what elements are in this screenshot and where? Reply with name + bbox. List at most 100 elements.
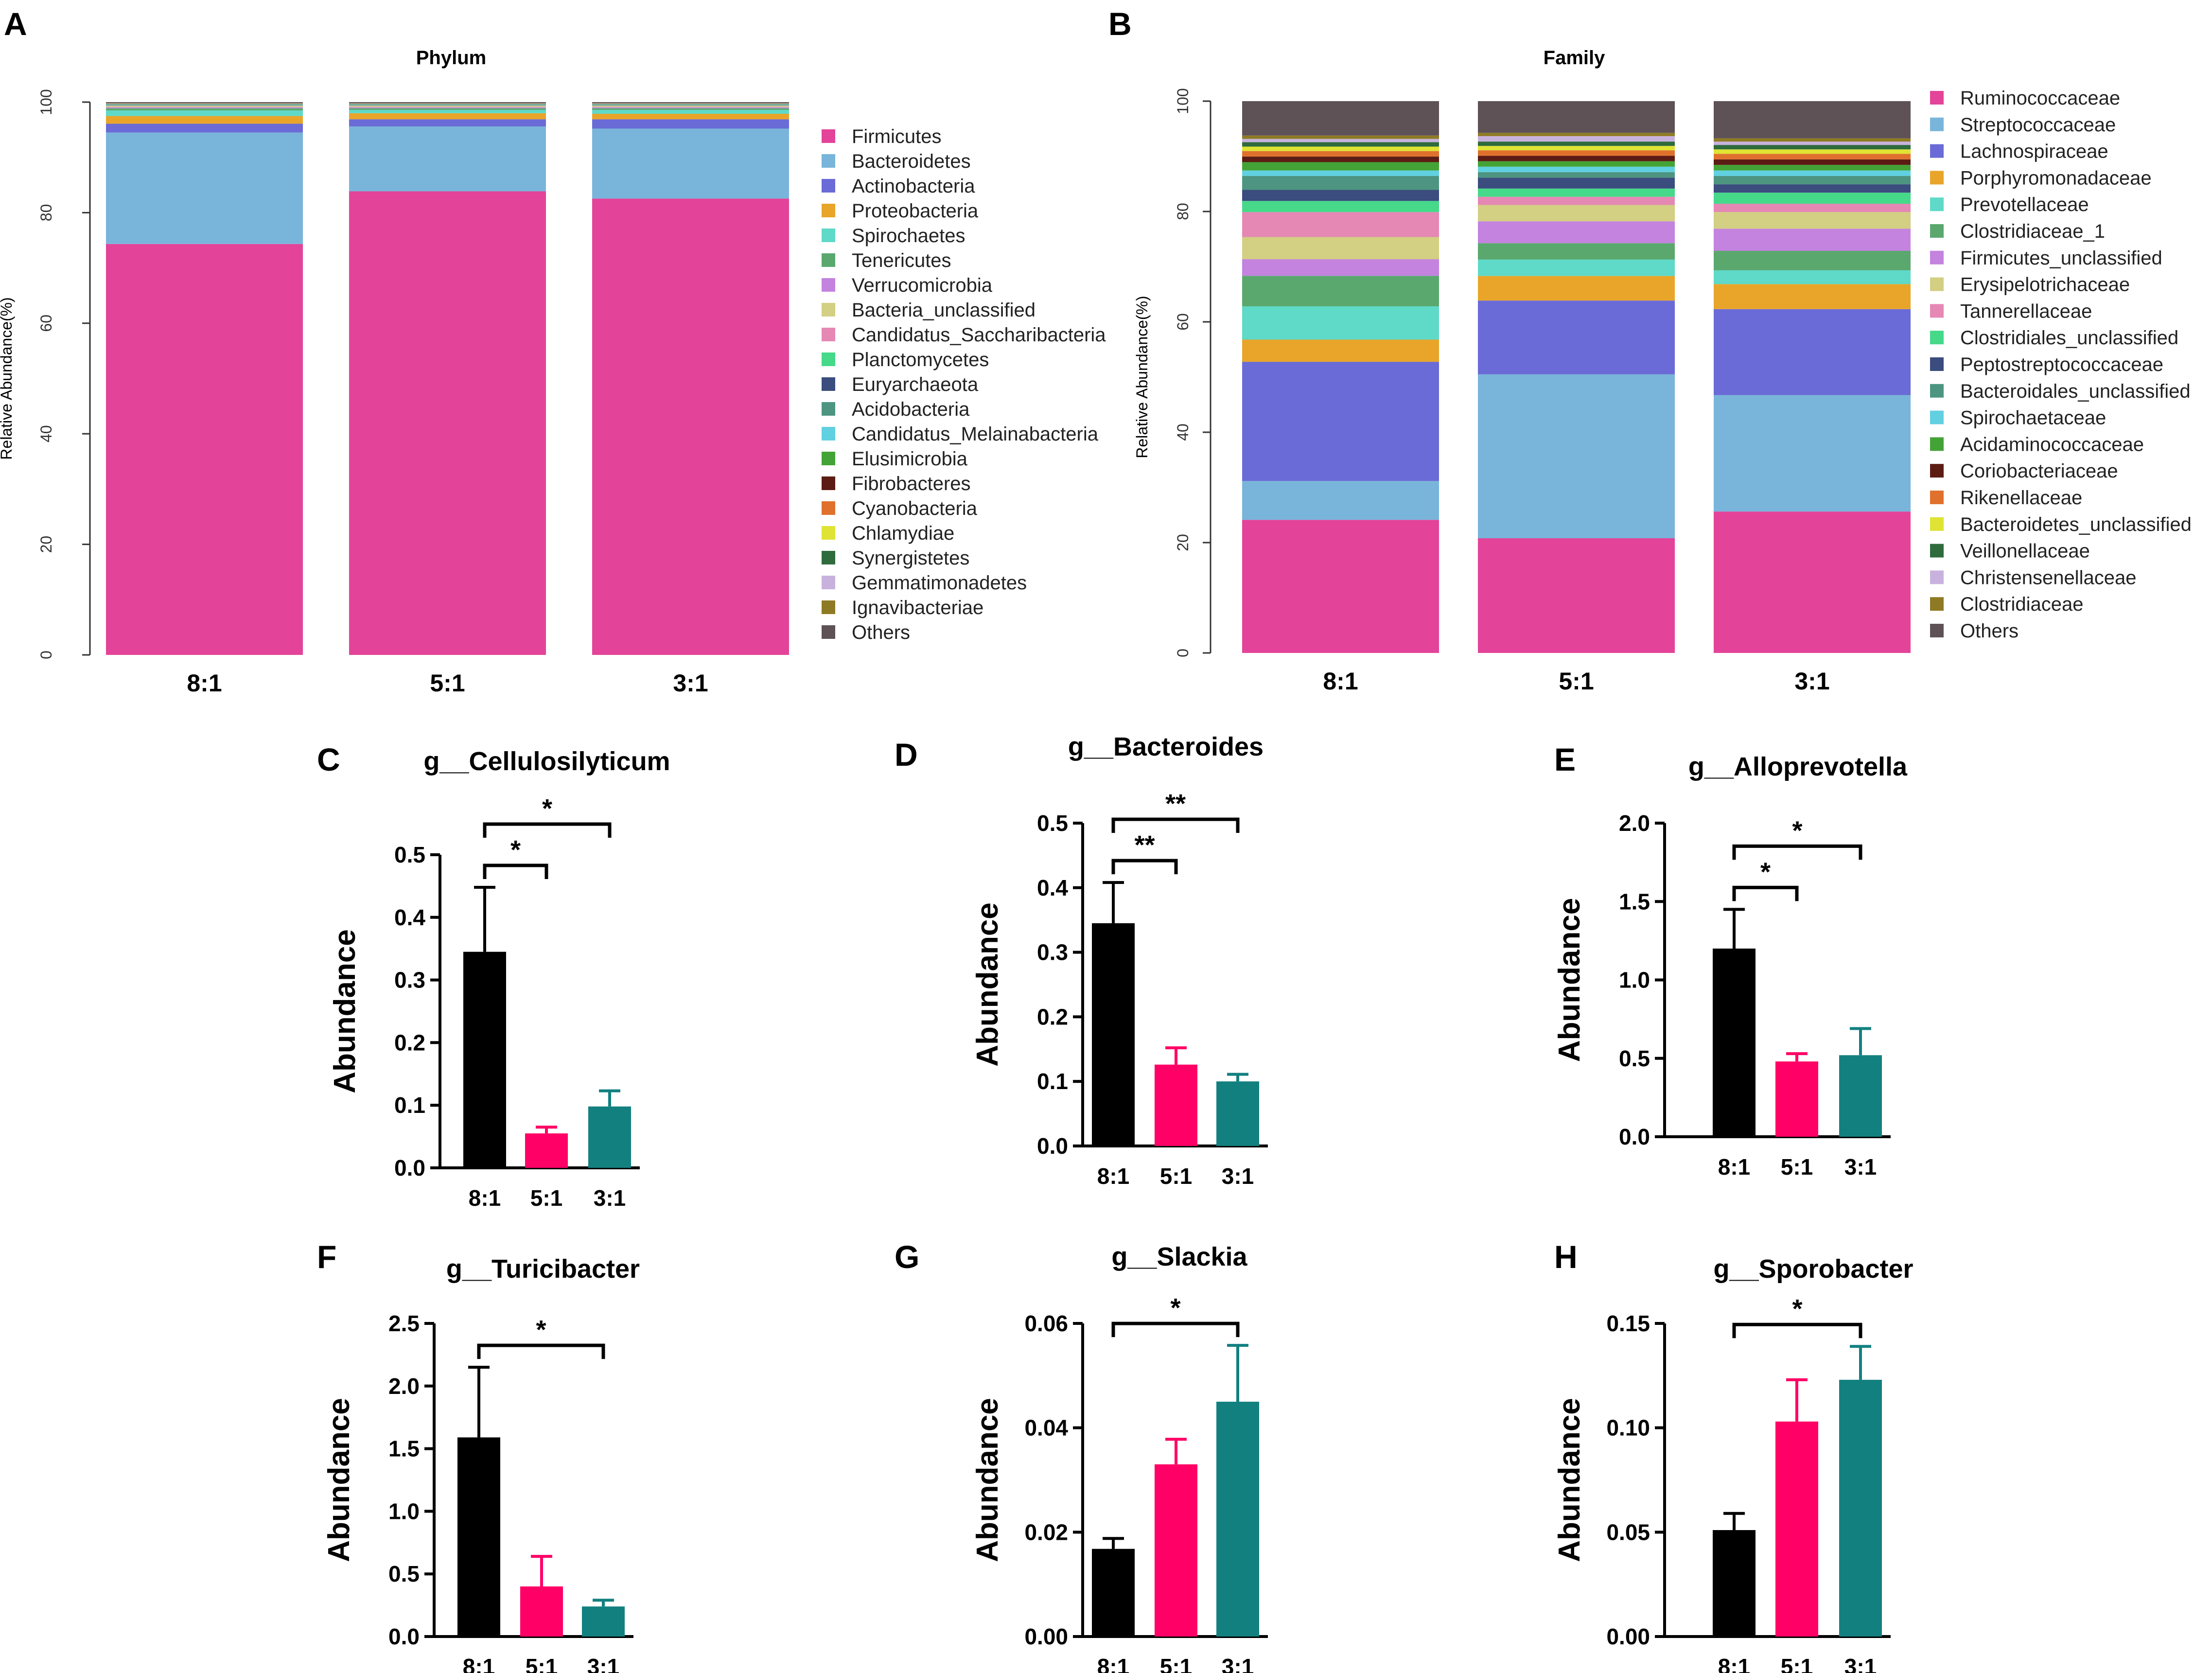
stack-segment-lachnospiraceae [1242, 362, 1439, 481]
legend-swatch [1930, 597, 1944, 611]
bar-8-1 [1092, 1549, 1135, 1637]
y-tick-label: 40 [1174, 423, 1192, 441]
significance-label: * [510, 835, 521, 864]
x-tick-label: 3:1 [1222, 1654, 1254, 1673]
legend-swatch [1930, 224, 1944, 238]
stack-segment-rikenellaceae [1478, 150, 1675, 156]
legend-swatch [1930, 544, 1944, 558]
y-tick-label: 0.5 [394, 842, 425, 867]
y-tick-label: 0.15 [1606, 1311, 1650, 1336]
bar-8-1 [457, 1437, 500, 1637]
legend-entry: Ruminococcaceae [1960, 88, 2120, 109]
legend-entry: Chlamydiae [852, 523, 954, 544]
x-tick-label: 8:1 [463, 1654, 495, 1673]
stack-segment-erysipelotrichaceae [1478, 205, 1675, 222]
x-tick-label: 8:1 [1323, 668, 1358, 695]
legend-entry: Planctomycetes [852, 349, 989, 370]
legend-entry: Bacteroidales_unclassified [1960, 381, 2191, 402]
bar-8-1 [463, 951, 506, 1168]
stack-segment-coriobacteriaceae [1714, 159, 1911, 165]
chart-title: g__Cellulosilyticum [423, 747, 670, 776]
stack-segment-bacteroidales-unclassified [1478, 172, 1675, 178]
stack-segment-firmicutes [349, 191, 546, 655]
x-tick-label: 5:1 [1160, 1654, 1192, 1673]
legend-entry: Cyanobacteria [852, 498, 978, 519]
y-tick-label: 0.5 [388, 1561, 420, 1586]
stack-segment-rikenellaceae [1714, 154, 1911, 159]
bar-5-1 [1155, 1464, 1197, 1637]
significance-label: * [1170, 1293, 1180, 1322]
stack-segment-lachnospiraceae [1714, 309, 1911, 395]
stack-segment-bacteroidetes [106, 132, 303, 244]
stack-segment-proteobacteria [592, 114, 789, 120]
stack-segment-clostridiaceae [1478, 133, 1675, 136]
y-tick-label: 0.0 [388, 1624, 420, 1649]
y-tick-label: 60 [1174, 313, 1192, 331]
bar-5-1 [1155, 1064, 1197, 1146]
stack-segment-christensenellaceae [1242, 139, 1439, 142]
stack-segment-tannerellaceae [1714, 204, 1911, 212]
legend-entry: Acidobacteria [852, 399, 970, 420]
stack-segment-streptococcaceae [1478, 374, 1675, 539]
panel-label: D [895, 737, 918, 773]
y-tick-label: 0.0 [394, 1155, 425, 1180]
legend-swatch [1930, 171, 1944, 185]
legend-entry: Firmicutes [852, 126, 941, 147]
legend-entry: Candidatus_Saccharibacteria [852, 324, 1106, 346]
y-axis-label: Abundance [1553, 1398, 1586, 1562]
legend-swatch [1930, 277, 1944, 291]
legend-swatch [822, 278, 835, 292]
legend-swatch [822, 204, 835, 217]
panel-label: G [895, 1239, 919, 1275]
y-tick-label: 0.02 [1024, 1519, 1068, 1545]
stack-segment-acidaminococcaceae [1242, 162, 1439, 171]
bar-8-1 [1713, 949, 1756, 1137]
stack-segment-firmicutes-unclassified [1478, 221, 1675, 244]
chart-title: g__Turicibacter [446, 1254, 640, 1284]
bar-5-1 [1775, 1421, 1818, 1637]
stack-segment-veillonellaceae [1242, 142, 1439, 147]
legend-entry: Peptostreptococcaceae [1960, 354, 2163, 375]
legend-swatch [1930, 464, 1944, 478]
y-tick-label: 0.4 [394, 905, 425, 930]
stack-segment-rikenellaceae [1242, 151, 1439, 157]
stack-segment-clostridiales-unclassified [1478, 188, 1675, 197]
x-tick-label: 3:1 [1222, 1163, 1254, 1189]
stack-segment-bacteria-unclassified [106, 106, 303, 107]
legend-swatch [822, 526, 835, 540]
stack-segment-clostridiales-unclassified [1714, 193, 1911, 204]
x-tick-label: 5:1 [530, 1185, 562, 1211]
stack-segment-streptococcaceae [1242, 481, 1439, 520]
stack-segment-porphyromonadaceae [1714, 284, 1911, 309]
panel-label: F [317, 1239, 336, 1275]
legend-swatch [822, 154, 835, 168]
significance-label: * [536, 1315, 546, 1344]
bar-5-1 [1775, 1061, 1818, 1137]
y-tick-label: 0.00 [1606, 1624, 1650, 1649]
stack-segment-coriobacteriaceae [1478, 156, 1675, 161]
panel-label: A [4, 6, 27, 42]
legend-swatch [1930, 384, 1944, 398]
bar-3-1 [1216, 1081, 1259, 1146]
y-axis-label: Abundance [322, 1398, 356, 1562]
legend-swatch [822, 576, 835, 589]
stack-segment-bacteroidetes-unclassified [1478, 146, 1675, 151]
stack-segment-prevotellaceae [1714, 270, 1911, 284]
legend-entry: Rikenellaceae [1960, 487, 2082, 509]
legend-entry: Proteobacteria [852, 200, 979, 222]
y-tick-label: 80 [1174, 203, 1192, 220]
stack-segment-prevotellaceae [1478, 259, 1675, 276]
bar-3-1 [588, 1106, 631, 1168]
legend-swatch [822, 377, 835, 391]
stack-segment-christensenellaceae [1714, 141, 1911, 145]
x-tick-label: 5:1 [526, 1654, 558, 1673]
stack-segment-clostridiales-unclassified [1242, 201, 1439, 212]
y-tick-label: 1.5 [1619, 889, 1650, 914]
stack-segment-spirochaetes [592, 110, 789, 114]
bar-3-1 [1839, 1055, 1882, 1137]
x-tick-label: 8:1 [1097, 1654, 1129, 1673]
y-axis-label: Relative Abundance(%) [1133, 296, 1151, 458]
legend-swatch [822, 452, 835, 465]
significance-bracket [1111, 817, 1240, 833]
